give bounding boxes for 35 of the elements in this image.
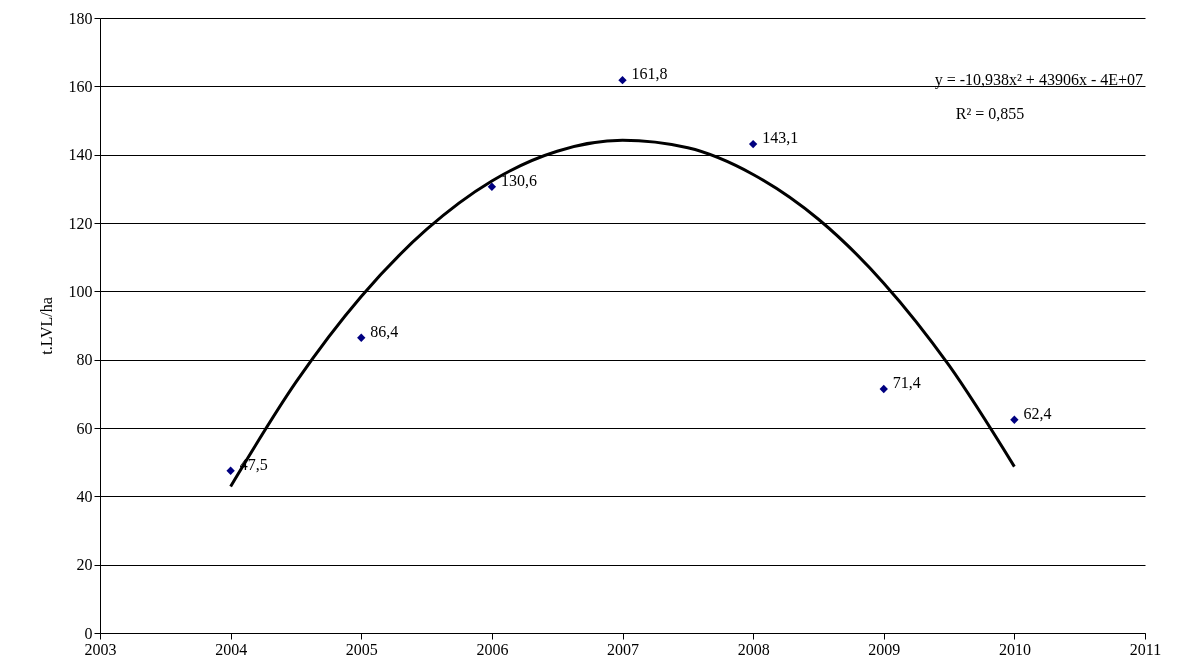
point [487, 182, 497, 191]
x-tick-label: 2009 [868, 640, 901, 658]
data-label: 130,6 [500, 171, 537, 189]
data-label: 71,4 [892, 374, 921, 392]
y-tick-label: 40 [76, 487, 93, 505]
x-tick-label: 2010 [998, 640, 1031, 658]
point [879, 384, 888, 394]
y-tick-label: 20 [76, 556, 93, 574]
y-tick-label: 0 [84, 624, 93, 642]
x-tick-label: 2004 [215, 640, 248, 658]
x-tick-label: 2008 [737, 640, 770, 658]
point [1010, 415, 1019, 424]
x-tick-label: 2011 [1129, 640, 1162, 658]
point [226, 466, 235, 475]
annotation: y = -10,938x² + 43906x - 4E+07 [934, 71, 1143, 89]
y-tick-label: 60 [76, 419, 93, 437]
y-tick-label: 100 [68, 282, 93, 300]
x-tick-label: 2003 [84, 640, 117, 658]
x-tick-label: 2006 [476, 640, 509, 658]
y-tick-label: 180 [68, 9, 93, 27]
x-tick-label: 2005 [345, 640, 378, 658]
data-label: 62,4 [1023, 404, 1052, 422]
data-label: 143,1 [762, 129, 799, 147]
y-axis-title: t.LVL/ha [37, 297, 55, 355]
annotation: R² = 0,855 [955, 105, 1025, 122]
data-label: 161,8 [631, 65, 668, 83]
point [357, 333, 366, 342]
y-tick-label: 140 [68, 146, 93, 164]
point [748, 139, 758, 149]
y-tick-label: 80 [76, 351, 93, 369]
y-tick-label: 120 [68, 214, 93, 232]
point [618, 76, 627, 85]
x-tick-label: 2007 [607, 640, 639, 658]
y-tick-label: 160 [68, 77, 93, 95]
data-label: 86,4 [370, 322, 399, 340]
